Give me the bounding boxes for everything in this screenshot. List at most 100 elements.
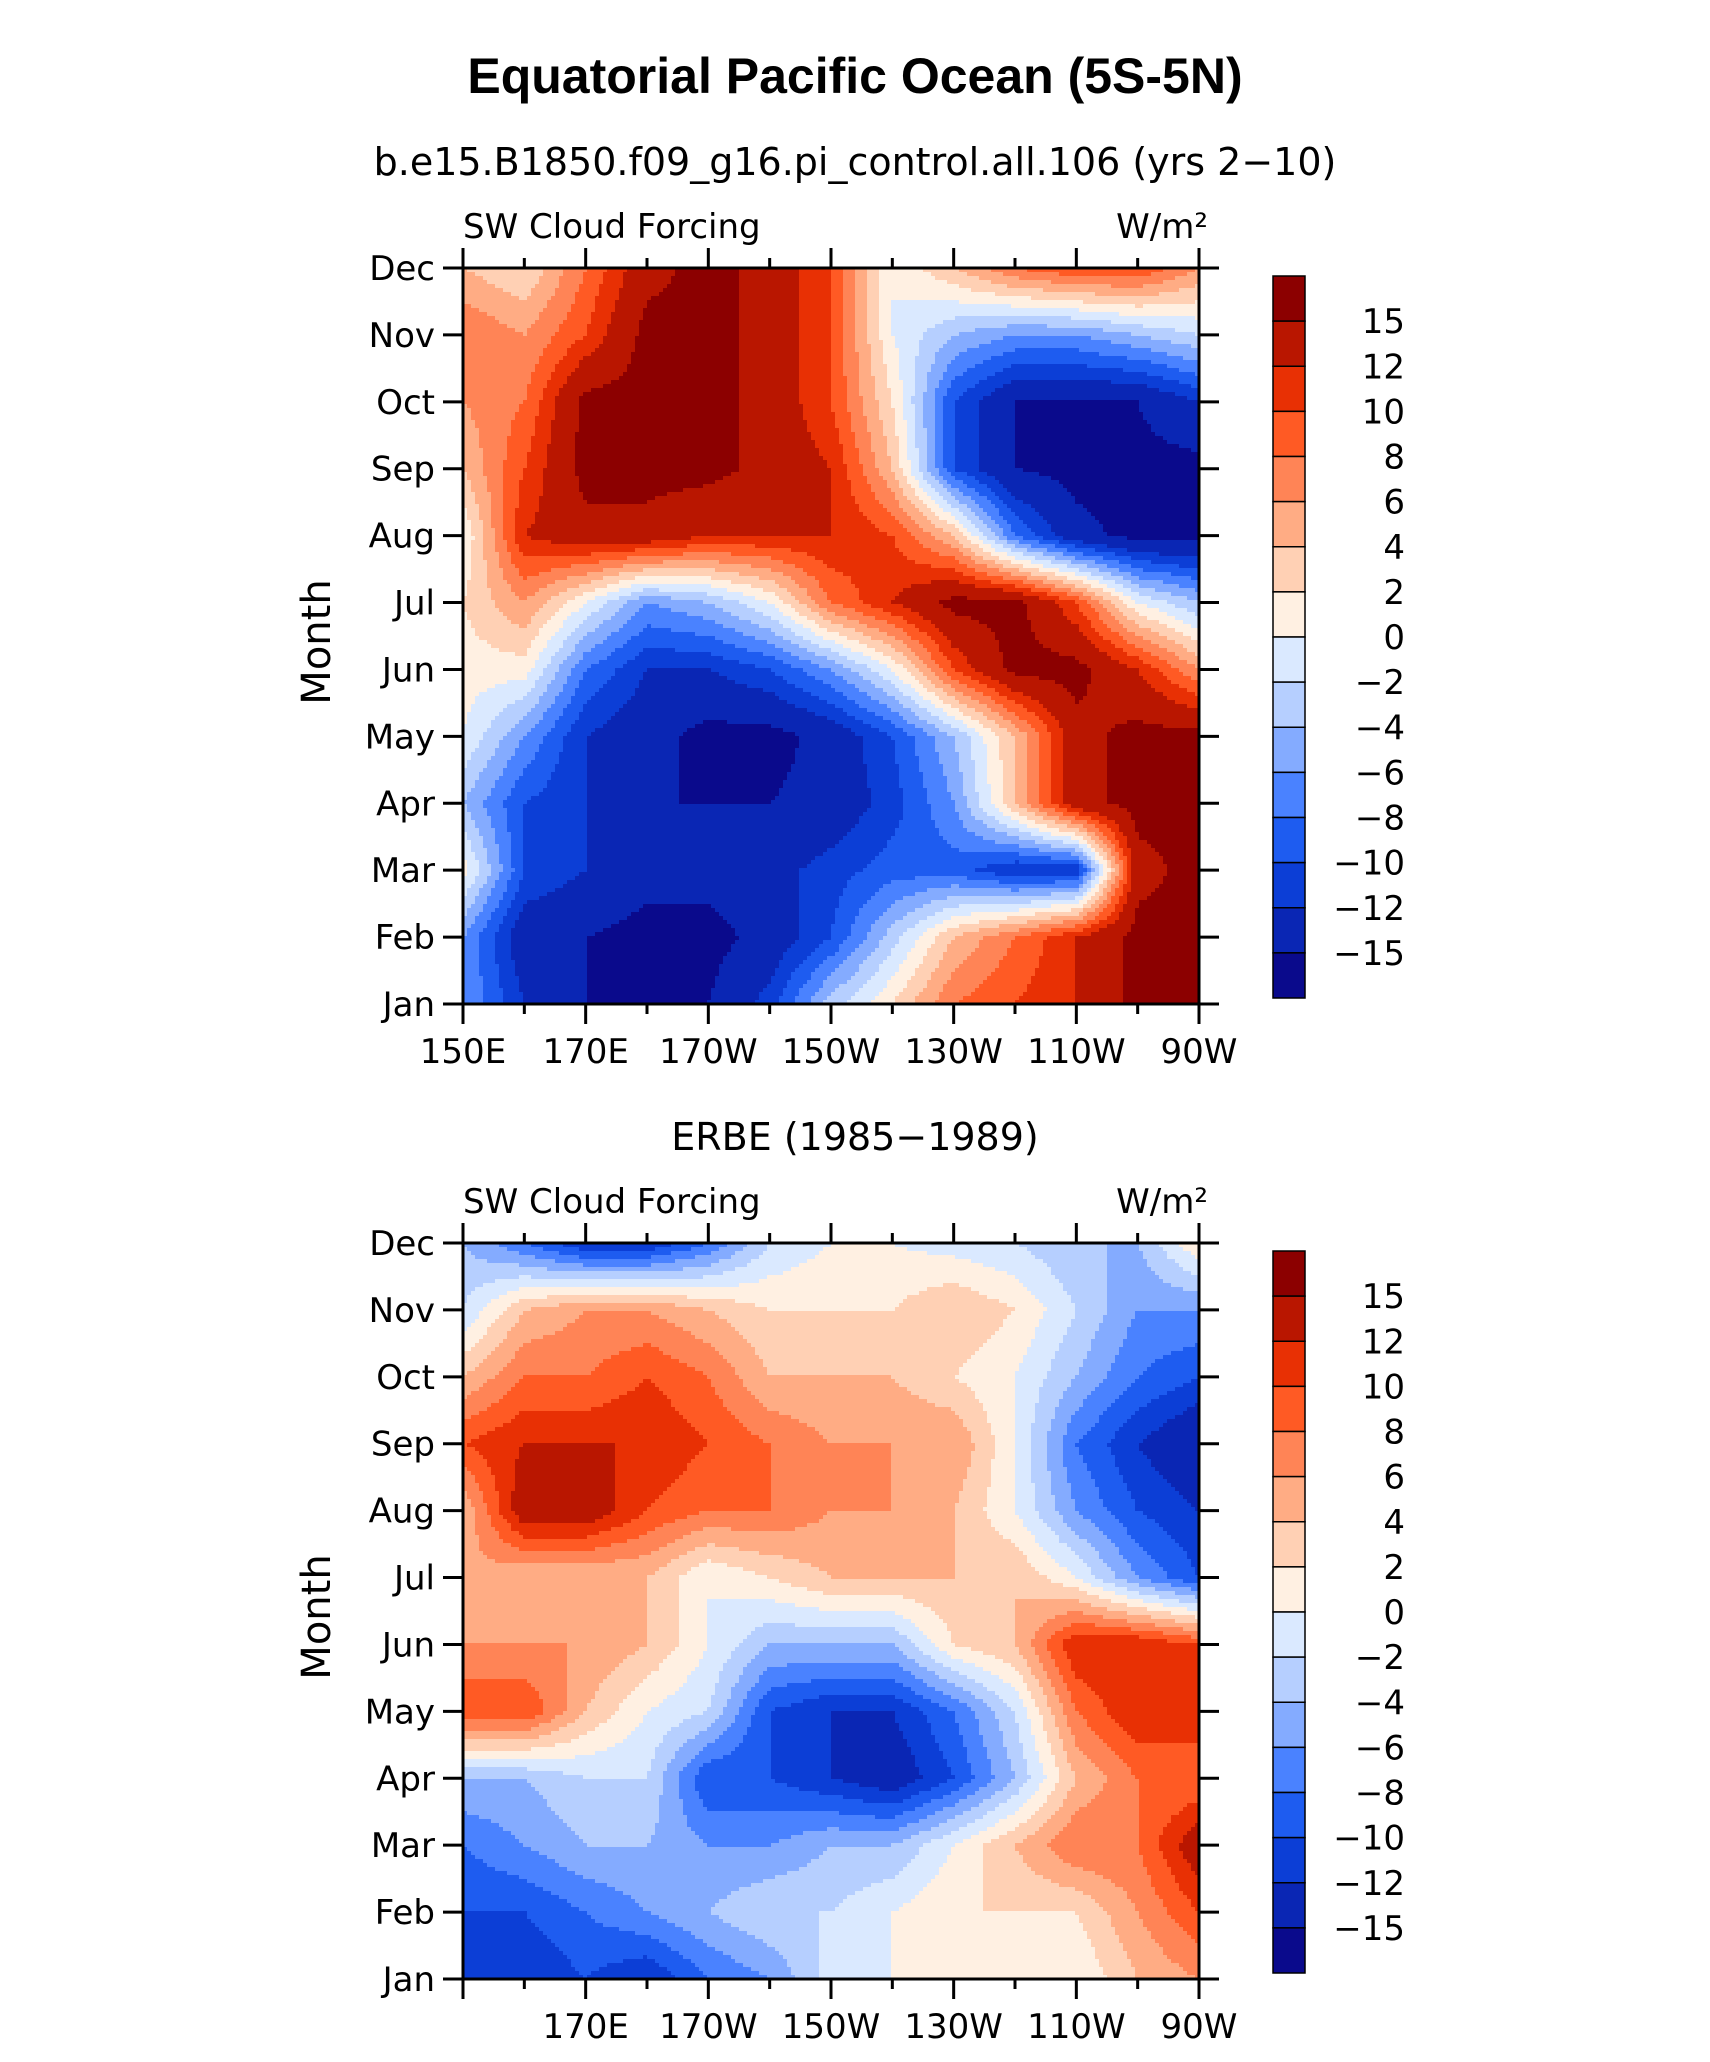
contour-cell bbox=[711, 296, 716, 301]
contour-cell bbox=[1135, 292, 1140, 297]
contour-cell bbox=[1047, 276, 1052, 281]
contour-cell bbox=[1115, 272, 1120, 277]
contour-cell bbox=[583, 296, 588, 301]
contour-cell bbox=[1139, 308, 1144, 313]
contour-cell bbox=[523, 300, 528, 305]
contour-cell bbox=[827, 276, 832, 281]
contour-cell bbox=[591, 272, 596, 277]
contour-cell bbox=[743, 276, 748, 281]
contour-cell bbox=[555, 284, 560, 289]
contour-cell bbox=[783, 296, 788, 301]
contour-cell bbox=[1143, 304, 1148, 309]
contour-cell bbox=[1123, 284, 1128, 289]
contour-cell bbox=[967, 292, 972, 297]
contour-cell bbox=[627, 296, 632, 301]
contour-cell bbox=[1079, 312, 1084, 317]
contour-cell bbox=[699, 276, 704, 281]
contour-cell bbox=[1167, 304, 1172, 309]
contour-cell bbox=[683, 280, 688, 285]
contour-cell bbox=[495, 296, 500, 301]
contour-cell bbox=[891, 296, 896, 301]
contour-cell bbox=[563, 300, 568, 305]
contour-cell bbox=[1043, 280, 1048, 285]
contour-cell bbox=[751, 300, 756, 305]
contour-cell bbox=[1043, 296, 1048, 301]
contour-cell bbox=[1095, 312, 1100, 317]
contour-cell bbox=[471, 300, 476, 305]
contour-cell bbox=[723, 316, 728, 321]
contour-cell bbox=[547, 280, 552, 285]
contour-cell bbox=[527, 280, 532, 285]
contour-cell bbox=[1023, 308, 1028, 313]
contour-cell bbox=[1123, 312, 1128, 317]
contour-cell bbox=[1023, 288, 1028, 293]
contour-cell bbox=[867, 300, 872, 305]
contour-cell bbox=[635, 276, 640, 281]
contour-cell bbox=[1123, 276, 1128, 281]
contour-cell bbox=[1119, 296, 1124, 301]
contour-cell bbox=[1147, 312, 1152, 317]
contour-cell bbox=[579, 312, 584, 317]
contour-cell bbox=[1023, 312, 1028, 317]
contour-cell bbox=[1027, 304, 1032, 309]
contour-cell bbox=[839, 272, 844, 277]
contour-cell bbox=[1151, 292, 1156, 297]
contour-cell bbox=[795, 280, 800, 285]
contour-cell bbox=[719, 272, 724, 277]
contour-cell bbox=[827, 292, 832, 297]
contour-cell bbox=[1087, 272, 1092, 277]
contour-cell bbox=[1059, 312, 1064, 317]
contour-cell bbox=[527, 272, 532, 277]
contour-cell bbox=[1123, 280, 1128, 285]
contour-cell bbox=[1047, 292, 1052, 297]
contour-cell bbox=[595, 284, 600, 289]
contour-cell bbox=[603, 316, 608, 321]
contour-cell bbox=[923, 288, 928, 293]
contour-cell bbox=[499, 288, 504, 293]
contour-cell bbox=[551, 296, 556, 301]
contour-cell bbox=[643, 276, 648, 281]
contour-cell bbox=[1155, 308, 1160, 313]
contour-cell bbox=[1007, 288, 1012, 293]
contour-cell bbox=[1071, 296, 1076, 301]
contour-cell bbox=[939, 288, 944, 293]
contour-cell bbox=[1079, 284, 1084, 289]
contour-cell bbox=[1131, 300, 1136, 305]
contour-cell bbox=[951, 312, 956, 317]
contour-cell bbox=[999, 304, 1004, 309]
contour-cell bbox=[507, 284, 512, 289]
contour-cell bbox=[1075, 288, 1080, 293]
contour-cell bbox=[1023, 304, 1028, 309]
contour-cell bbox=[1019, 284, 1024, 289]
contour-cell bbox=[1103, 272, 1108, 277]
contour-cell bbox=[495, 300, 500, 305]
contour-cell bbox=[1119, 308, 1124, 313]
contour-cell bbox=[1003, 280, 1008, 285]
contour-cell bbox=[583, 300, 588, 305]
contour-cell bbox=[511, 316, 516, 321]
contour-cell bbox=[1155, 300, 1160, 305]
contour-cell bbox=[1059, 280, 1064, 285]
contour-cell bbox=[1039, 280, 1044, 285]
contour-cell bbox=[699, 300, 704, 305]
contour-cell bbox=[1055, 296, 1060, 301]
contour-cell bbox=[811, 284, 816, 289]
contour-cell bbox=[1075, 292, 1080, 297]
contour-cell bbox=[603, 296, 608, 301]
contour-cell bbox=[883, 296, 888, 301]
contour-cell bbox=[715, 276, 720, 281]
contour-cell bbox=[823, 280, 828, 285]
contour-cell bbox=[727, 300, 732, 305]
contour-cell bbox=[519, 280, 524, 285]
contour-cell bbox=[1143, 280, 1148, 285]
contour-cell bbox=[491, 304, 496, 309]
contour-cell bbox=[647, 284, 652, 289]
contour-cell bbox=[1011, 284, 1016, 289]
contour-cell bbox=[947, 276, 952, 281]
contour-cell bbox=[855, 304, 860, 309]
contour-cell bbox=[827, 284, 832, 289]
contour-cell bbox=[887, 284, 892, 289]
contour-cell bbox=[635, 284, 640, 289]
contour-cell bbox=[571, 304, 576, 309]
contour-cell bbox=[1015, 272, 1020, 277]
